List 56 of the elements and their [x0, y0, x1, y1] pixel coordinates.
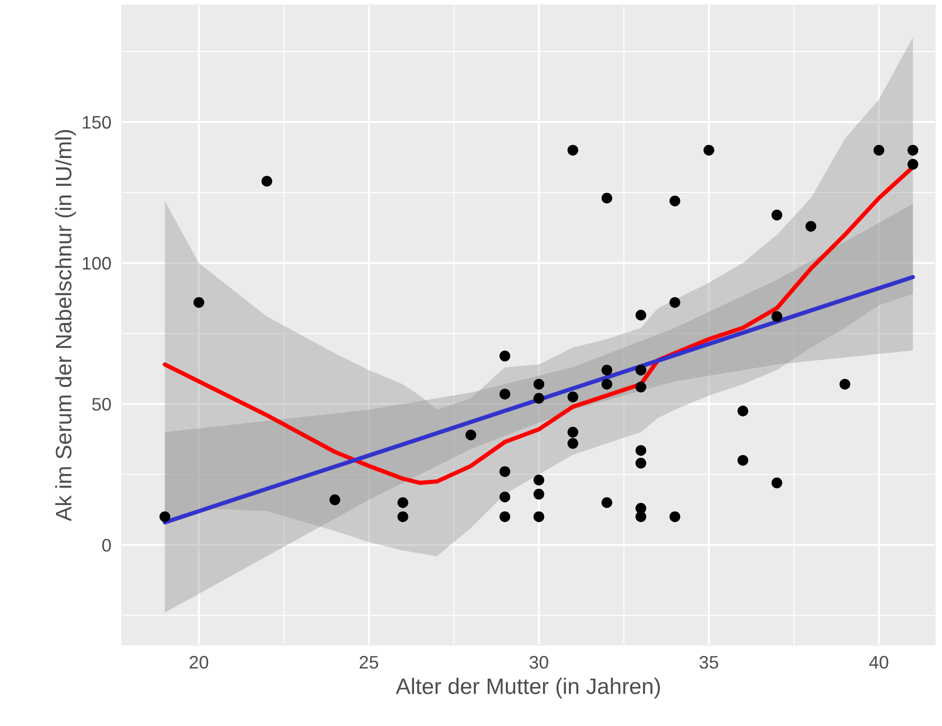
point: [159, 511, 170, 522]
y-tick-label: 0: [102, 538, 111, 552]
x-tick-label: 35: [700, 656, 718, 669]
point: [908, 144, 918, 156]
point: [772, 311, 782, 322]
point: [533, 378, 544, 390]
point: [601, 497, 612, 508]
point: [601, 192, 612, 204]
point: [636, 382, 646, 392]
y-axis-title: Ak im Serum der Nabelschnur (in IU/ml): [55, 130, 76, 522]
point: [772, 478, 782, 488]
point: [193, 297, 204, 308]
point: [533, 488, 544, 500]
point: [670, 297, 680, 308]
point: [670, 511, 680, 522]
point: [261, 176, 272, 187]
y-tick-label: 50: [92, 398, 111, 411]
point: [567, 392, 578, 402]
point: [840, 378, 850, 390]
point: [636, 364, 646, 376]
point: [806, 220, 816, 232]
y-tick-label: 100: [82, 256, 111, 270]
y-tick-label: 150: [82, 116, 111, 129]
point: [636, 511, 646, 522]
point: [738, 406, 748, 416]
x-tick-label: 40: [869, 656, 888, 669]
point: [636, 458, 646, 469]
point: [397, 497, 408, 508]
point: [533, 392, 544, 404]
point: [499, 350, 510, 362]
point: [772, 210, 782, 220]
point: [465, 430, 476, 440]
x-tick-label: 30: [530, 656, 548, 669]
point: [738, 454, 748, 466]
point: [567, 426, 578, 438]
point: [636, 445, 646, 456]
point: [499, 511, 510, 522]
point: [329, 494, 340, 506]
point: [499, 492, 510, 502]
point: [499, 388, 510, 400]
point: [636, 310, 646, 321]
x-tick-label: 25: [360, 656, 378, 669]
point: [601, 364, 612, 376]
point: [567, 144, 578, 156]
point: [397, 511, 408, 522]
point: [601, 378, 612, 390]
point: [670, 196, 680, 206]
x-tick-label: 20: [190, 656, 208, 669]
point: [704, 144, 714, 156]
point: [533, 474, 544, 486]
point: [874, 144, 884, 156]
point: [533, 511, 544, 522]
point: [567, 438, 578, 449]
point: [908, 158, 918, 170]
point: [499, 466, 510, 477]
x-axis-title: Alter der Mutter (in Jahren): [396, 678, 660, 699]
